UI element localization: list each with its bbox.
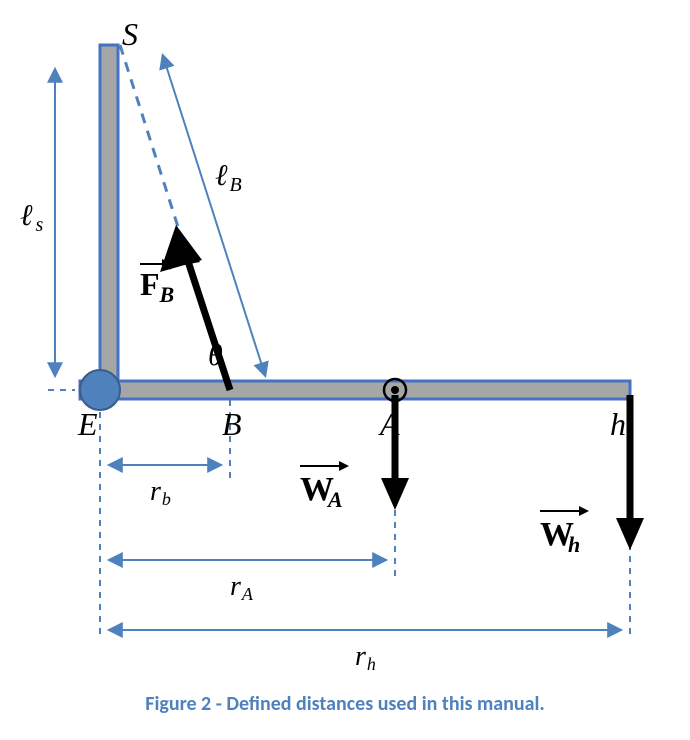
svg-text:WA: WA [300, 471, 343, 512]
force-fb-head [160, 225, 202, 272]
force-wh: Wh [540, 395, 644, 557]
angle-theta: θ [208, 339, 223, 372]
dim-rh: rh [110, 630, 620, 674]
svg-text:B: B [222, 406, 242, 442]
dim-rb: rb [110, 465, 220, 509]
horizontal-beam [80, 381, 630, 399]
svg-text:rb: rb [150, 476, 171, 509]
svg-text:θ: θ [208, 339, 223, 372]
svg-text:ℓs: ℓs [20, 199, 44, 236]
dim-ls: ℓs [20, 70, 55, 375]
vertical-beam [100, 45, 118, 390]
figure-diagram: ℓs ℓB rb rA rh FB θ WA [0, 0, 690, 700]
svg-text:FB: FB [140, 266, 174, 307]
dim-ra: rA [110, 560, 385, 604]
svg-text:rA: rA [230, 571, 254, 604]
svg-text:ℓB: ℓB [215, 159, 242, 196]
dim-lb: ℓB [163, 56, 265, 375]
figure-caption: Figure 2 - Defined distances used in thi… [0, 692, 690, 716]
svg-text:rh: rh [355, 641, 376, 674]
svg-text:E: E [77, 406, 98, 442]
svg-text:S: S [122, 16, 138, 52]
svg-text:Wh: Wh [540, 516, 580, 557]
svg-text:A: A [378, 406, 400, 442]
caption-text: Figure 2 - Defined distances used in thi… [145, 692, 544, 716]
point-labels: S E B A h [77, 16, 626, 442]
dimension-guides [48, 390, 630, 640]
svg-text:h: h [610, 406, 626, 442]
